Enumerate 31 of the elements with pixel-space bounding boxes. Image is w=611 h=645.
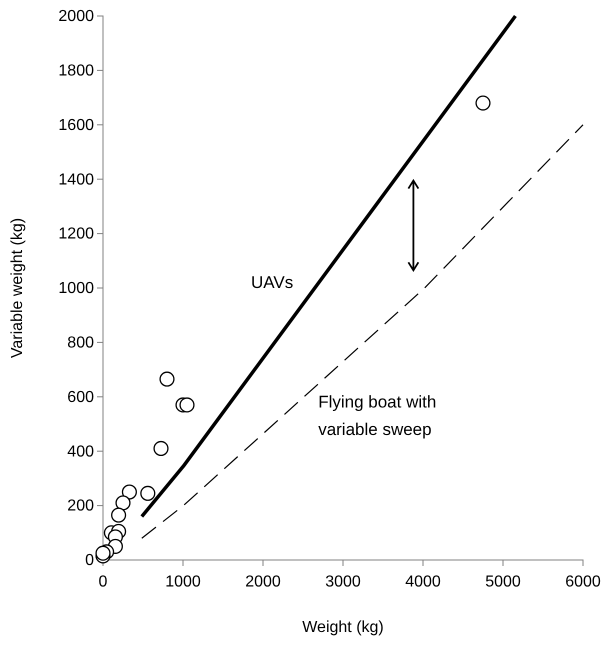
point [115,495,131,510]
y-tick-label: 400 [67,443,94,460]
y-tick-label: 1200 [58,226,94,243]
line-series [141,124,584,539]
y-tick-label: 1800 [58,62,94,80]
x-tick-label: 4000 [405,574,441,591]
y-tick-label: 1600 [58,116,94,134]
x-tick-label: 2000 [245,574,281,591]
x-tick-label: 6000 [565,574,601,591]
point [179,397,195,413]
point [159,372,175,387]
y-tick-label: 2000 [58,8,94,26]
y-tick-label: 0 [85,552,94,570]
point [475,95,491,111]
x-tick-label: 3000 [325,574,361,591]
x-tick-label: 1000 [165,574,201,591]
point [122,484,137,500]
y-tick-label: 200 [67,498,94,515]
y-tick-label: 1400 [58,171,94,188]
x-axis-title: Weight (kg) [302,619,384,636]
series-label: UAVs [251,273,294,292]
y-axis-title: Variable weight (kg) [9,218,26,358]
x-tick-label: 5000 [485,574,521,591]
y-tick-label: 600 [67,388,94,406]
point [140,486,156,501]
series-label: Flying boat with variable sweep [318,392,436,439]
x-tick-label: 0 [98,574,108,591]
point [153,440,169,456]
y-tick-label: 800 [67,334,94,352]
point [111,508,126,523]
y-tick-label: 1000 [58,280,94,298]
